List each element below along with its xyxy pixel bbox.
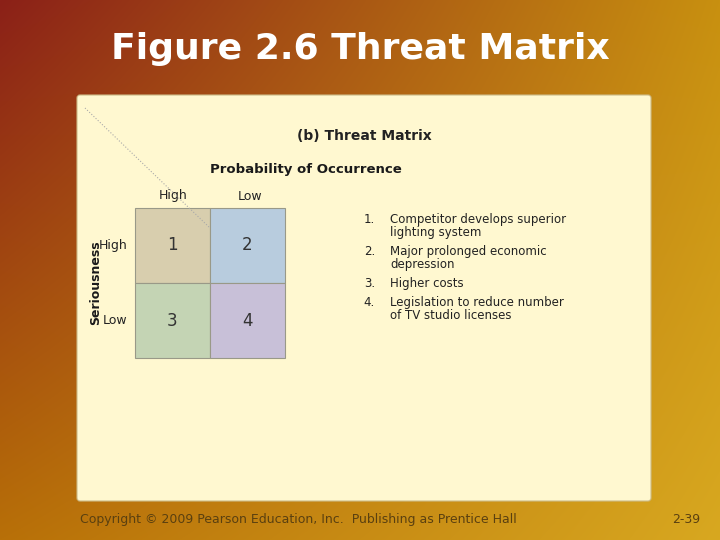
Text: lighting system: lighting system (390, 226, 482, 239)
Text: Copyright © 2009 Pearson Education, Inc.  Publishing as Prentice Hall: Copyright © 2009 Pearson Education, Inc.… (80, 513, 517, 526)
Text: depression: depression (390, 258, 454, 271)
Text: Major prolonged economic: Major prolonged economic (390, 245, 546, 258)
Text: Higher costs: Higher costs (390, 277, 464, 290)
Text: of TV studio licenses: of TV studio licenses (390, 309, 511, 322)
Text: Probability of Occurrence: Probability of Occurrence (210, 164, 402, 177)
FancyBboxPatch shape (77, 95, 651, 501)
Text: Low: Low (102, 314, 127, 327)
Bar (210, 208, 285, 283)
Bar (210, 283, 285, 358)
Text: Legislation to reduce number: Legislation to reduce number (390, 296, 564, 309)
Text: Competitor develops superior: Competitor develops superior (390, 213, 566, 226)
Text: (b) Threat Matrix: (b) Threat Matrix (297, 129, 431, 143)
Text: High: High (98, 239, 127, 252)
Text: Seriousness: Seriousness (89, 241, 102, 325)
Text: 2: 2 (242, 237, 253, 254)
Bar (135, 208, 210, 283)
Text: 4: 4 (242, 312, 253, 329)
Bar (135, 283, 210, 358)
Text: High: High (158, 190, 187, 202)
Text: 1: 1 (167, 237, 178, 254)
Text: Figure 2.6 Threat Matrix: Figure 2.6 Threat Matrix (111, 32, 609, 66)
Text: Low: Low (238, 190, 262, 202)
Text: 3.: 3. (364, 277, 375, 290)
Text: 4.: 4. (364, 296, 375, 309)
Text: 3: 3 (167, 312, 178, 329)
Text: 2.: 2. (364, 245, 375, 258)
Text: 1.: 1. (364, 213, 375, 226)
Text: 2-39: 2-39 (672, 513, 700, 526)
